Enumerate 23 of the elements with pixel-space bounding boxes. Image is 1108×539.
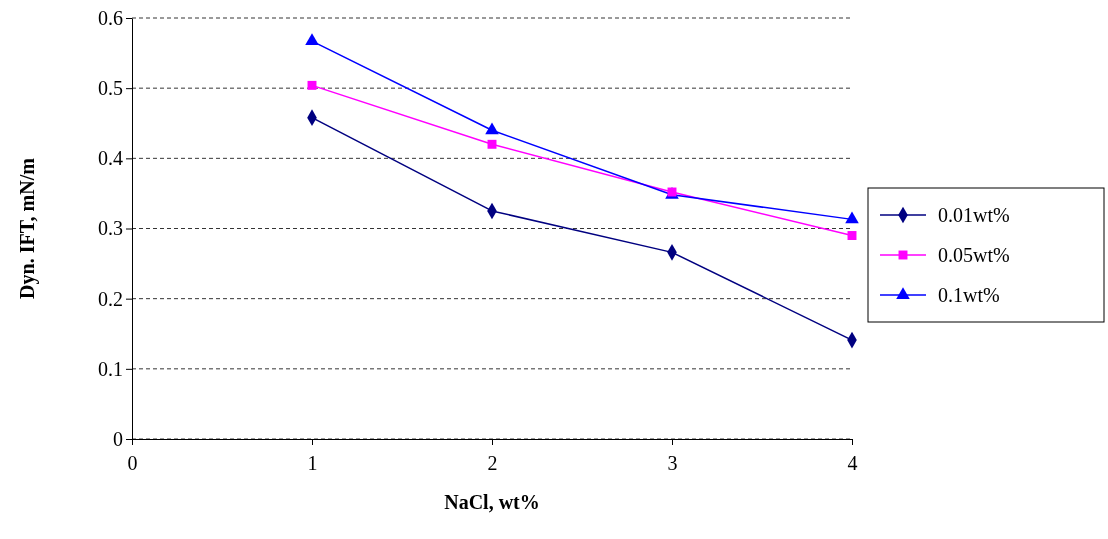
point — [305, 33, 319, 46]
y-tick-label: 0.4 — [98, 147, 123, 170]
y-tick-label: 0.2 — [98, 287, 123, 310]
x-tick-label: 2 — [487, 452, 498, 474]
y-axis-title: Dyn. IFT, mN/m — [16, 157, 39, 299]
point — [845, 211, 859, 224]
x-tick-label: 4 — [847, 452, 858, 474]
y-tick-label: 0 — [113, 427, 123, 450]
x-tick-label: 1 — [307, 452, 318, 474]
y-tick-label: 0.5 — [98, 77, 123, 100]
point — [307, 80, 317, 90]
y-tick-label: 0.3 — [98, 217, 123, 240]
y-tick-label: 0.6 — [98, 6, 123, 29]
legend-label: 0.05wt% — [938, 244, 1010, 266]
y-tick-label: 0.1 — [98, 357, 123, 380]
point — [487, 139, 497, 149]
x-tick-label: 3 — [667, 452, 678, 474]
x-axis-title: NaCl, wt% — [444, 491, 540, 513]
legend-label: 0.01wt% — [938, 204, 1010, 226]
point — [847, 231, 857, 240]
x-tick-label: 0 — [127, 452, 138, 474]
point — [485, 122, 499, 135]
legend-label: 0.1wt% — [938, 284, 1000, 306]
